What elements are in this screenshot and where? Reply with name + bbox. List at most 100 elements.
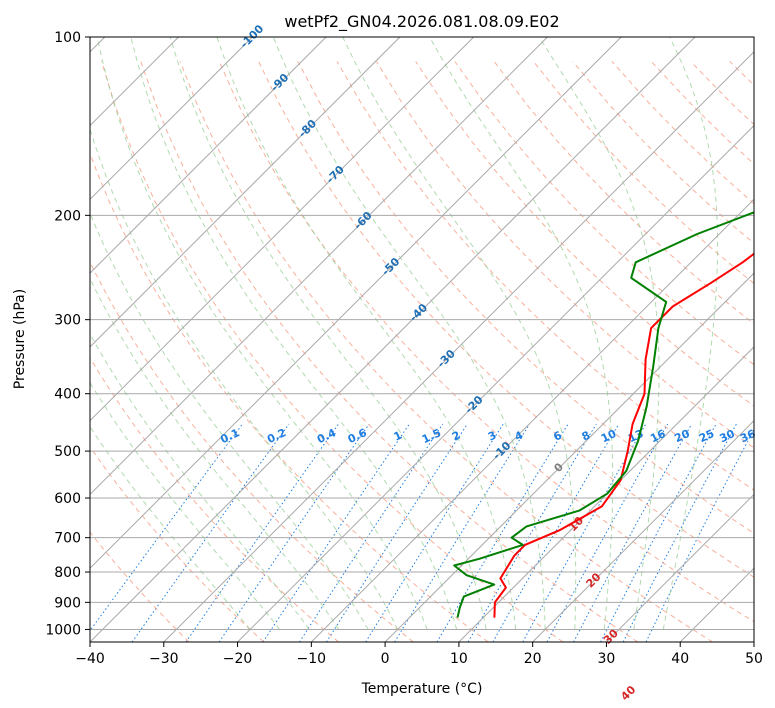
dry-adiabat-line bbox=[218, 61, 754, 623]
mixing-ratio-label: 3 bbox=[486, 429, 498, 444]
mixing-ratio-line bbox=[299, 423, 444, 642]
isotherm-line bbox=[90, 37, 622, 569]
x-tick-label: −10 bbox=[297, 651, 327, 667]
moist-adiabat-line bbox=[130, 37, 458, 630]
dry-adiabat-line bbox=[90, 446, 265, 642]
mixing-ratio-line bbox=[394, 423, 531, 642]
y-axis-ticks: 100 200 300 400 500 600 700 800 900 1000 bbox=[45, 30, 90, 638]
moist-adiabat-line bbox=[90, 333, 310, 630]
mixing-ratio-line bbox=[90, 423, 244, 632]
x-tick-label: 40 bbox=[671, 651, 689, 667]
y-tick-label: 100 bbox=[54, 30, 81, 46]
mixing-ratio-line bbox=[600, 423, 717, 642]
moist-adiabat-line bbox=[538, 37, 660, 630]
isotherm-line bbox=[532, 419, 754, 642]
dry-adiabat-line bbox=[415, 61, 754, 407]
mixing-ratio-line bbox=[546, 423, 669, 642]
x-axis-title: Temperature (°C) bbox=[361, 681, 483, 697]
mixing-ratio-label: 10 bbox=[599, 427, 619, 445]
moist-adiabat-line bbox=[90, 381, 280, 630]
y-tick-label: 1000 bbox=[45, 622, 81, 638]
mixing-ratio-label: 36 bbox=[738, 427, 758, 445]
isotherm-line bbox=[90, 37, 548, 496]
mixing-ratio-label: 1.5 bbox=[420, 426, 443, 446]
x-tick-label: 10 bbox=[450, 651, 468, 667]
temperature-profile-line bbox=[493, 252, 754, 618]
dry-adiabat-line bbox=[90, 260, 414, 642]
mixing-ratio-line bbox=[218, 423, 370, 642]
mixing-ratio-line bbox=[185, 423, 340, 642]
y-tick-label: 900 bbox=[54, 595, 81, 611]
mixing-ratio-line bbox=[325, 423, 468, 642]
dry-adiabat-line bbox=[101, 61, 564, 642]
mixing-ratio-line bbox=[131, 423, 290, 642]
mixing-ratio-label: 1 bbox=[392, 429, 404, 444]
isotherm-line bbox=[458, 346, 754, 642]
mixing-ratio-line bbox=[492, 423, 620, 642]
isotherm-line bbox=[679, 567, 754, 642]
moist-adiabat-line bbox=[90, 425, 251, 630]
moist-adiabat-line bbox=[662, 37, 719, 630]
mixing-ratio-label: 16 bbox=[648, 427, 668, 445]
isotherm-line bbox=[90, 37, 253, 201]
dry-adiabat-line bbox=[572, 61, 754, 244]
mixing-ratio-line bbox=[467, 423, 597, 642]
isotherm-line bbox=[384, 272, 754, 642]
isotherm-line bbox=[753, 641, 754, 642]
dewpoint-profile-line bbox=[453, 211, 754, 618]
pressure-grid bbox=[90, 37, 754, 630]
x-axis-ticks: −40 −30 −20 −10 0 10 20 30 40 50 bbox=[75, 642, 763, 667]
background-lines bbox=[90, 37, 775, 643]
y-tick-label: 200 bbox=[54, 208, 81, 224]
dry-adiabat-line bbox=[650, 61, 754, 165]
moist-adiabat-line bbox=[169, 37, 487, 630]
profiles bbox=[453, 211, 754, 618]
mixing-ratio-line bbox=[573, 423, 693, 642]
isotherm-line bbox=[237, 124, 754, 642]
mixing-ratio-label: 30 bbox=[717, 427, 737, 445]
dry-adiabat-line bbox=[140, 61, 639, 642]
x-tick-label: −30 bbox=[149, 651, 179, 667]
mixing-ratio-label: 6 bbox=[551, 429, 564, 444]
x-tick-label: 20 bbox=[524, 651, 542, 667]
dry-adiabat-line bbox=[769, 62, 775, 643]
dry-adiabat-line bbox=[297, 61, 754, 535]
isotherm-line bbox=[606, 493, 754, 642]
isotherm-line bbox=[310, 198, 754, 642]
dry-adiabat-line bbox=[90, 151, 489, 642]
y-tick-label: 400 bbox=[54, 387, 81, 403]
mixing-ratio-label: 0.4 bbox=[315, 426, 338, 446]
x-tick-label: 50 bbox=[745, 651, 763, 667]
moist-adiabat-line bbox=[272, 37, 546, 630]
mixing-ratio-label: 2 bbox=[450, 429, 462, 444]
isotherm-label: -70 bbox=[324, 163, 347, 186]
x-tick-label: −40 bbox=[75, 651, 105, 667]
mixing-ratio-label: 25 bbox=[697, 427, 716, 445]
isotherm-line bbox=[90, 37, 696, 642]
dry-adiabat-line bbox=[454, 61, 754, 366]
mixing-ratio-label: 0.1 bbox=[218, 426, 241, 446]
dry-adiabat-line bbox=[90, 356, 339, 642]
dry-adiabat-line bbox=[493, 61, 754, 325]
y-tick-label: 700 bbox=[54, 531, 81, 547]
y-tick-label: 800 bbox=[54, 565, 81, 581]
moist-adiabat-line bbox=[429, 37, 614, 630]
mixing-ratio-label: 4 bbox=[513, 428, 526, 443]
y-axis-title: Pressure (hPa) bbox=[12, 289, 28, 389]
dry-adiabat-line bbox=[690, 61, 754, 126]
mixing-ratio-line bbox=[522, 423, 647, 642]
isotherm-line bbox=[90, 37, 401, 348]
mixing-ratio-label: 0.6 bbox=[346, 426, 369, 446]
mixing-ratio-line bbox=[262, 423, 410, 642]
y-tick-label: 500 bbox=[54, 444, 81, 460]
isotherm-line bbox=[163, 51, 754, 642]
dry-adiabat-line bbox=[90, 531, 190, 642]
isotherm-label: -30 bbox=[435, 347, 458, 370]
dry-adiabat-line bbox=[336, 61, 754, 491]
moist-adiabat-line bbox=[216, 37, 517, 630]
moist-adiabat-line bbox=[90, 211, 369, 630]
chart-title: wetPf2_GN04.2026.081.08.09.E02 bbox=[284, 12, 559, 32]
mixing-ratio-line bbox=[365, 423, 504, 642]
moist-adiabat-line bbox=[96, 37, 428, 630]
